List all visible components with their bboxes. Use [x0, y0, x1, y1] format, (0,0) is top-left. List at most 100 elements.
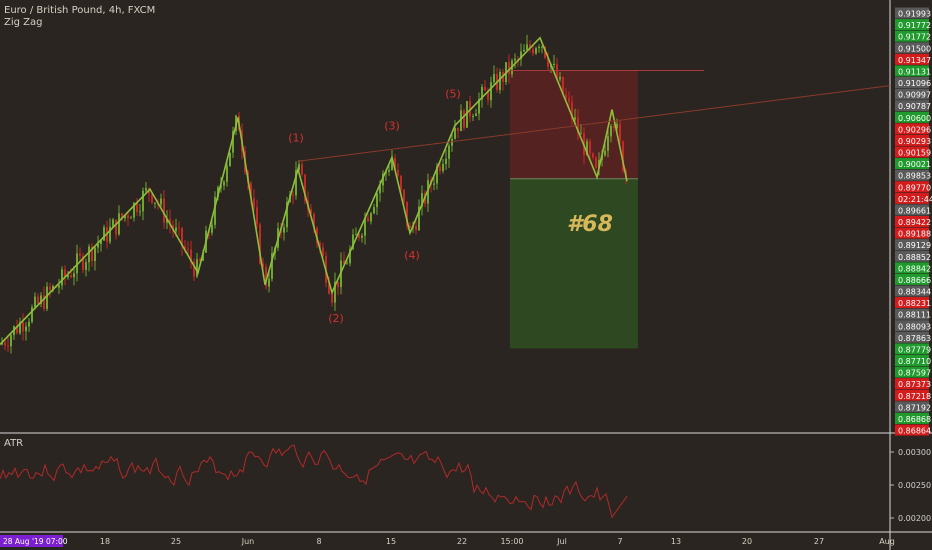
stop-zone [510, 70, 638, 179]
price-label: 0.91500 [898, 44, 931, 53]
price-label: 0.88852 [898, 253, 931, 262]
price-label-bg [895, 250, 929, 262]
price-label-bg [895, 30, 929, 42]
time-tick: 25 [171, 537, 181, 546]
price-label: 0.88111 [898, 311, 931, 320]
candle-body [493, 74, 495, 83]
candle-body [334, 281, 336, 303]
candle-body [523, 49, 525, 52]
candle-body [64, 269, 66, 278]
price-label: 0.90159 [898, 149, 931, 158]
candle-body [16, 326, 18, 334]
price-label-bg [895, 401, 929, 413]
candle-body [79, 253, 81, 256]
candle-body [250, 183, 252, 199]
price-label-bg [895, 42, 929, 54]
price-label: 0.90293 [898, 137, 931, 146]
price-label-bg [895, 331, 929, 343]
candle-body [94, 247, 96, 261]
candle-body [229, 152, 231, 167]
candle-body [232, 131, 234, 153]
candle-body [97, 244, 99, 248]
price-label-bg [895, 308, 929, 320]
candle-body [439, 166, 441, 172]
candle-body [478, 99, 480, 114]
atr-tick: 0.00200 [898, 514, 931, 523]
candle-body [376, 193, 378, 208]
candle-body [373, 207, 375, 214]
candle-body [571, 101, 573, 120]
candle-body [604, 150, 606, 156]
candle-body [22, 322, 24, 332]
candle-body [223, 181, 225, 186]
candle-body [397, 169, 399, 176]
candle-body [211, 224, 213, 233]
candle-body [115, 219, 117, 235]
candle-body [286, 201, 288, 228]
candle-body [481, 86, 483, 100]
candle-body [28, 321, 30, 327]
candle-body [271, 253, 273, 279]
candle-body [4, 342, 6, 346]
candle-body [442, 163, 444, 172]
candle-body [19, 322, 21, 334]
price-label: 0.88093 [898, 322, 931, 331]
candle-body [25, 326, 27, 332]
candle-body [43, 295, 45, 309]
price-label: 0.91772 [898, 21, 931, 30]
time-tick: 22 [457, 537, 467, 546]
price-label: 0.87710 [898, 357, 931, 366]
time-tick: 27 [814, 537, 824, 546]
candle-body [490, 82, 492, 101]
candle-body [202, 252, 204, 261]
price-label: 0.86864 [898, 427, 931, 436]
candle-body [409, 225, 411, 228]
candle-body [166, 218, 168, 223]
candle-body [406, 201, 408, 226]
candle-body [58, 285, 60, 288]
candle-body [295, 170, 297, 196]
candle-body [88, 246, 90, 263]
price-label-bg [895, 355, 929, 366]
candle-body [472, 116, 474, 118]
candle-body [553, 63, 555, 65]
price-label-bg [895, 19, 929, 31]
price-label: 0.88666 [898, 276, 931, 285]
candle-body [61, 269, 63, 286]
candle-body [367, 217, 369, 222]
price-axis[interactable]: 0.91993 0.91772 0.91772 0.91500 0.91347 0.911… [895, 7, 932, 436]
trend-line [297, 85, 891, 162]
price-label-bg [895, 158, 929, 170]
wave-label: (4) [404, 249, 420, 262]
candle-body [574, 117, 576, 120]
candle-body [529, 44, 531, 49]
time-tick: 20 [742, 537, 752, 546]
candle-body [154, 202, 156, 204]
price-label-bg [895, 343, 929, 355]
candle-body [559, 76, 561, 80]
price-label-bg [895, 320, 929, 332]
price-label: 0.91131 [898, 67, 931, 76]
price-label: 0.88231 [898, 299, 931, 308]
atr-tick: 0.00250 [898, 481, 931, 490]
current-time-label: 28 Aug '19 07:00 [3, 537, 68, 546]
time-axis[interactable]: 18 25 Jun 8 15 22 15:00 Jul 7 13 20 27 Aug 28 Aug '19… [0, 535, 895, 547]
candle-body [436, 166, 438, 184]
candle-body [76, 253, 78, 274]
wave-label: (1) [288, 131, 304, 144]
candle-body [256, 207, 258, 225]
price-label: 0.89853 [898, 172, 931, 181]
price-label-bg [895, 216, 929, 227]
price-label-bg [895, 123, 929, 135]
candle-body [310, 209, 312, 214]
price-label: 0.87373 [898, 380, 931, 389]
price-label: 0.87218 [898, 392, 931, 401]
target-zone [510, 178, 638, 349]
candle-body [607, 136, 609, 151]
candle-body [175, 227, 177, 232]
candle-body [262, 263, 264, 267]
atr-pane[interactable]: 0.00300 0.00250 0.00200 [0, 444, 931, 523]
candle-body [253, 198, 255, 208]
candle-body [184, 246, 186, 249]
